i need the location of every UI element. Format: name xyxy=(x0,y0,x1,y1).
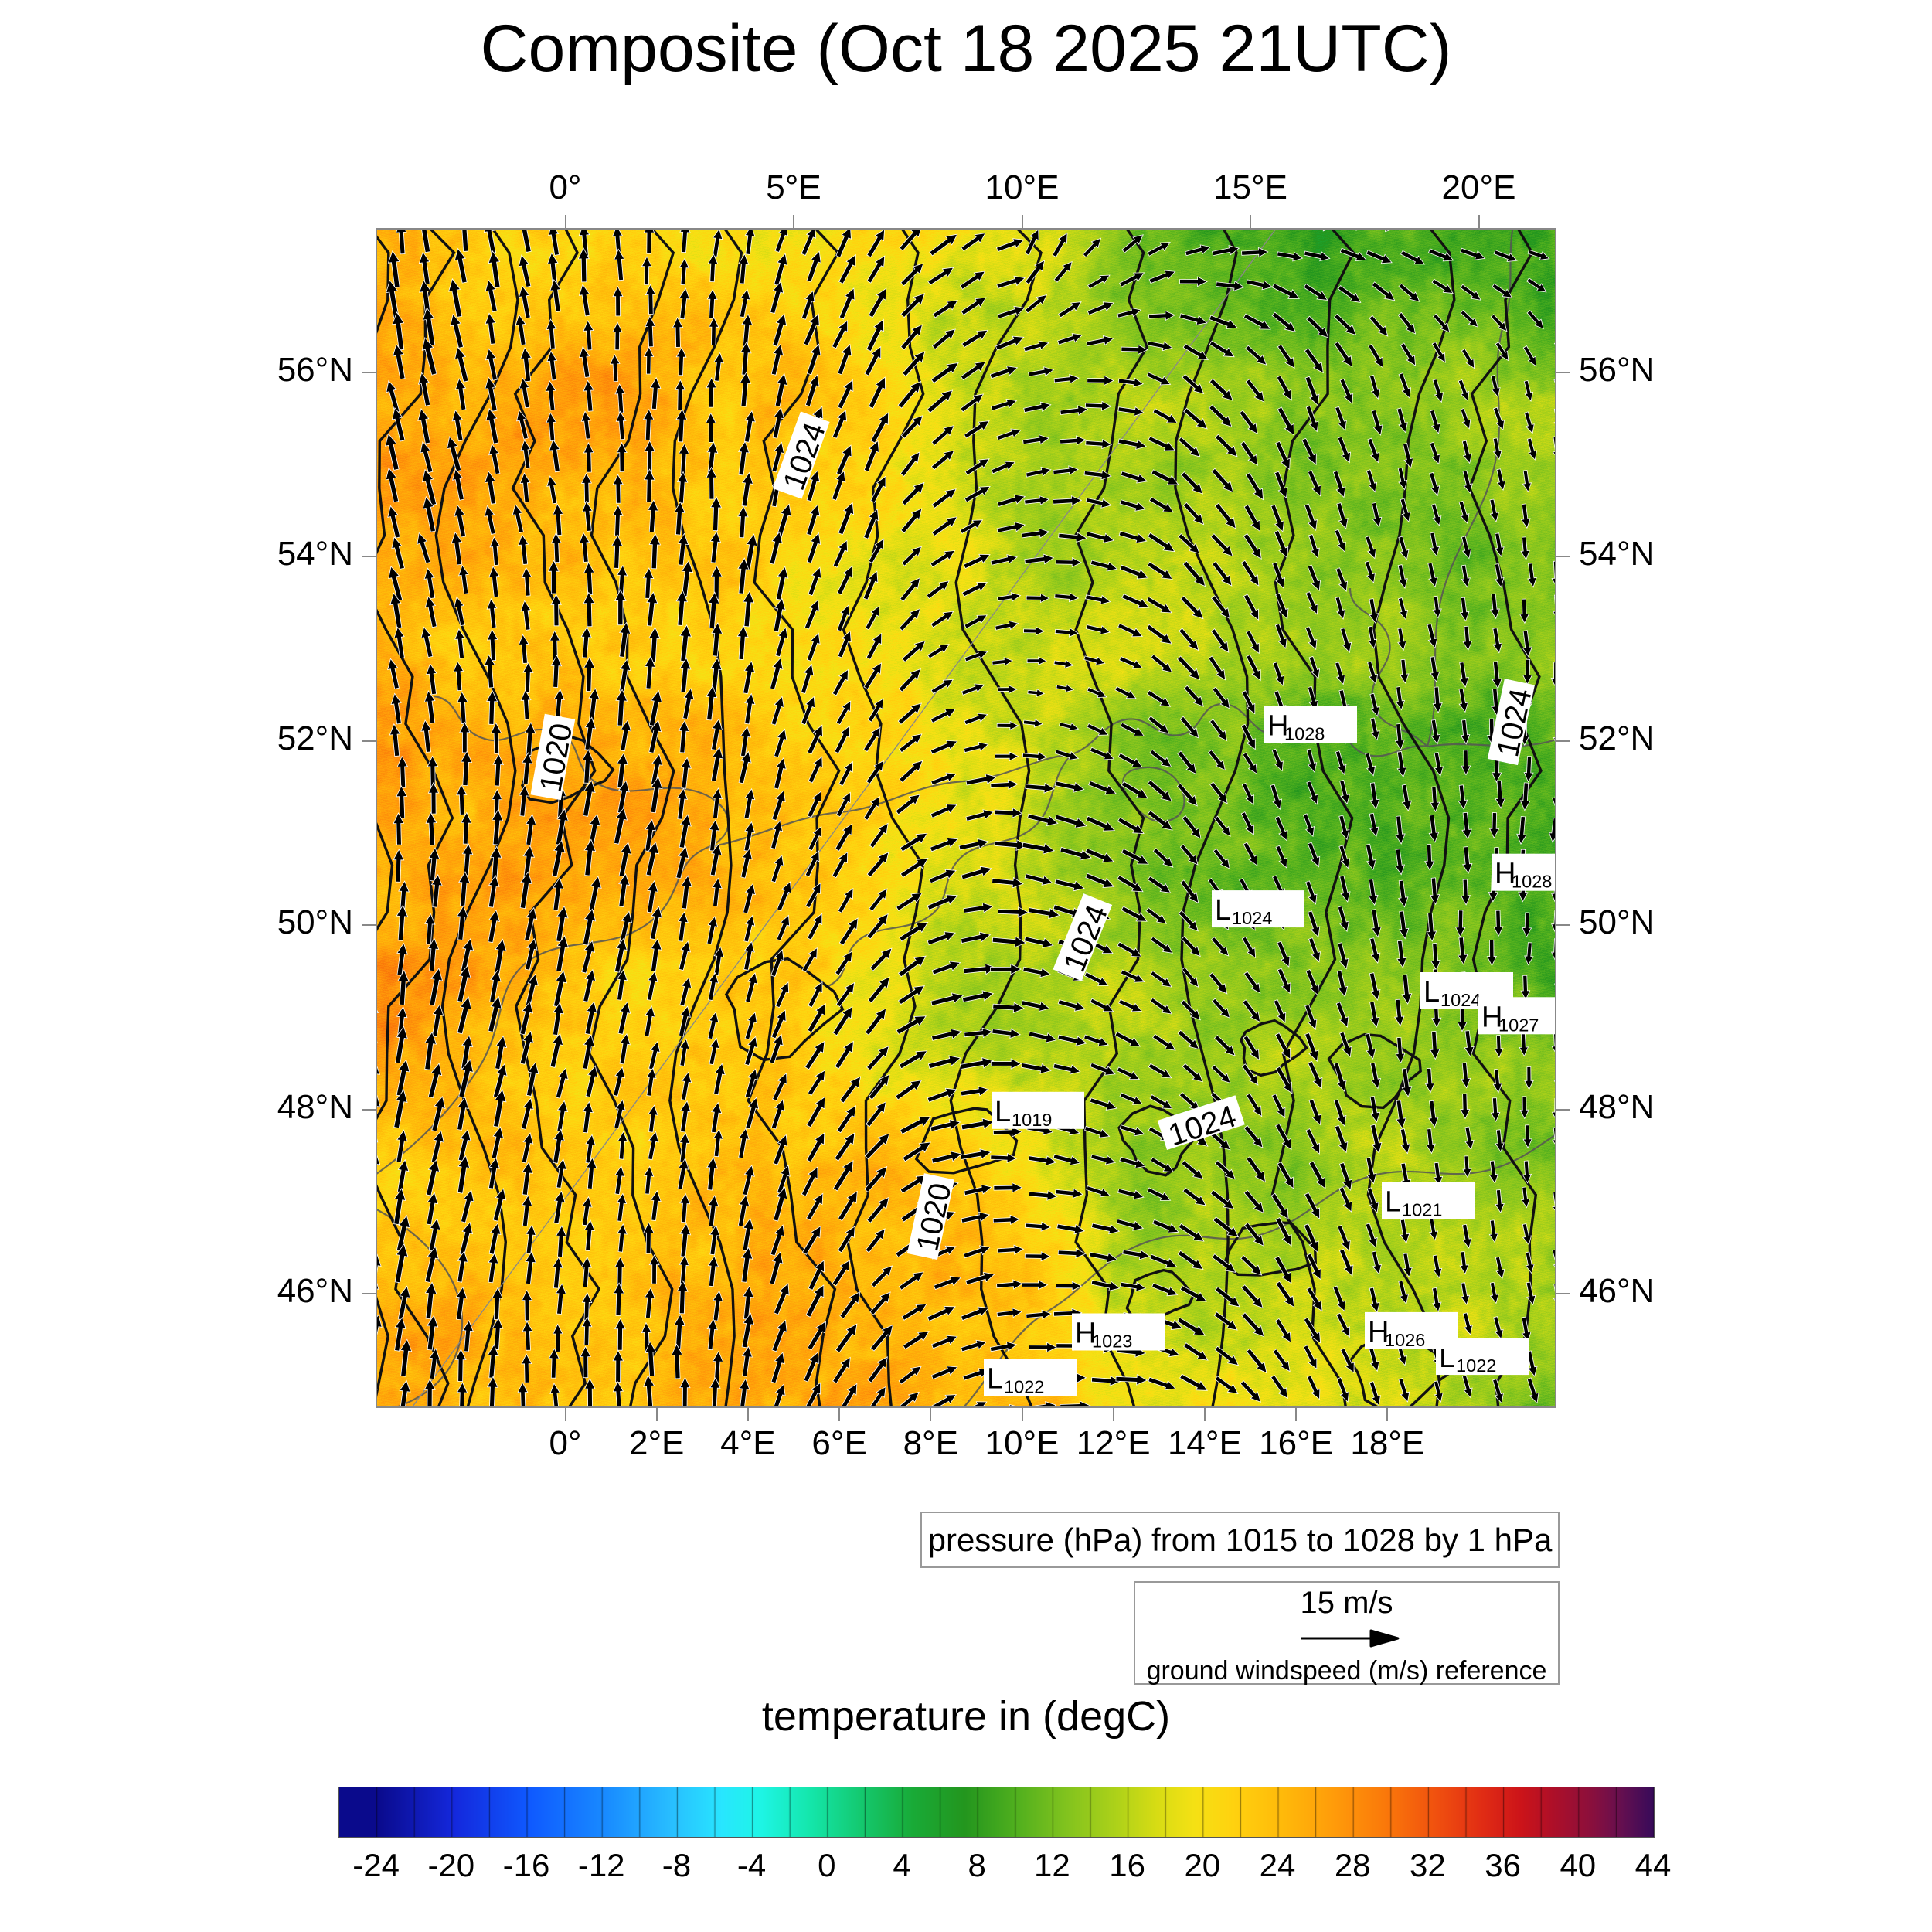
svg-text:L: L xyxy=(1385,1186,1401,1219)
svg-text:1024: 1024 xyxy=(1440,990,1481,1010)
svg-text:1024: 1024 xyxy=(1232,908,1272,928)
svg-text:L: L xyxy=(1215,894,1231,927)
svg-text:1022: 1022 xyxy=(1004,1377,1044,1397)
svg-text:1019: 1019 xyxy=(1012,1110,1052,1130)
svg-text:1020: 1020 xyxy=(910,1180,958,1254)
svg-text:1020: 1020 xyxy=(533,721,579,794)
svg-text:1026: 1026 xyxy=(1385,1330,1425,1350)
svg-text:1028: 1028 xyxy=(1512,872,1552,892)
svg-text:1021: 1021 xyxy=(1402,1200,1442,1220)
svg-text:1023: 1023 xyxy=(1092,1332,1132,1352)
svg-text:L: L xyxy=(995,1096,1011,1128)
svg-text:1022: 1022 xyxy=(1456,1355,1496,1376)
svg-text:1027: 1027 xyxy=(1498,1015,1539,1035)
svg-text:L: L xyxy=(1423,976,1440,1009)
svg-text:L: L xyxy=(987,1363,1003,1396)
svg-text:1028: 1028 xyxy=(1284,724,1325,744)
